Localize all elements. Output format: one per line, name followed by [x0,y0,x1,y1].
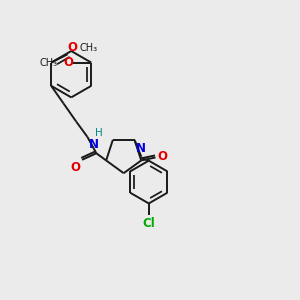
Text: O: O [63,56,73,69]
Text: O: O [70,161,81,174]
Text: CH₃: CH₃ [39,58,57,68]
Text: N: N [88,138,99,151]
Text: CH₃: CH₃ [80,43,98,53]
Text: Cl: Cl [142,217,155,230]
Text: O: O [68,41,78,54]
Text: H: H [95,128,103,138]
Text: N: N [136,142,146,154]
Text: O: O [157,150,167,164]
